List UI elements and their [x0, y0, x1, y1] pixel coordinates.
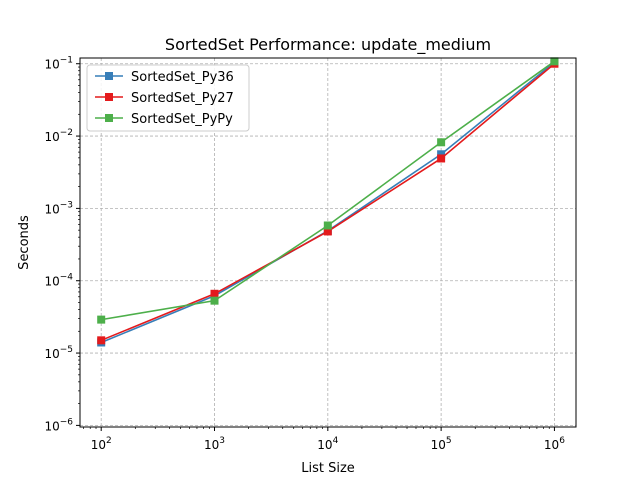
data-point [437, 154, 446, 163]
data-point [210, 296, 219, 305]
axis-ticks: 102 103 104 105 106 10−6 10−5 10−4 10−3 10−2 10−1 [44, 56, 565, 452]
legend-swatch-marker [105, 114, 113, 122]
legend: SortedSet_Py36 SortedSet_Py27 SortedSet_Py… [86, 64, 250, 132]
data-point [437, 150, 446, 159]
y-tick-label: 10−4 [44, 273, 73, 289]
legend-box [86, 64, 250, 132]
legend-item-sortedset-py27: SortedSet_Py27 [95, 91, 234, 106]
y-tick-label: 10−2 [44, 128, 73, 144]
x-tick-label: 106 [544, 436, 565, 452]
legend-swatch-marker [105, 72, 113, 80]
grid [80, 58, 576, 427]
data-point [323, 221, 332, 230]
legend-label: SortedSet_Py36 [131, 70, 234, 85]
chart-title: SortedSet Performance: update_medium [165, 35, 491, 55]
series-sortedset-pypy [97, 57, 559, 324]
legend-item-sortedset-pypy: SortedSet_PyPy [95, 112, 233, 127]
legend-swatch-marker [105, 93, 113, 101]
x-tick-label: 102 [91, 436, 112, 452]
legend-label: SortedSet_PyPy [131, 112, 233, 127]
data-point [550, 57, 559, 66]
y-axis-label: Seconds [17, 215, 32, 270]
y-tick-label: 10−6 [44, 417, 73, 433]
data-point [437, 138, 446, 147]
x-tick-label: 105 [431, 436, 452, 452]
series-layer [97, 57, 559, 347]
legend-label: SortedSet_Py27 [131, 91, 234, 106]
y-tick-label: 10−1 [44, 56, 73, 72]
x-tick-label: 104 [317, 436, 338, 452]
legend-item-sortedset-py36: SortedSet_Py36 [95, 70, 234, 85]
data-point [323, 227, 332, 236]
x-axis-label: List Size [301, 461, 355, 476]
data-point [210, 289, 219, 298]
data-point [97, 315, 106, 324]
data-point [97, 336, 106, 345]
y-tick-label: 10−3 [44, 200, 73, 216]
x-tick-label: 103 [204, 436, 225, 452]
y-tick-label: 10−5 [44, 345, 73, 361]
